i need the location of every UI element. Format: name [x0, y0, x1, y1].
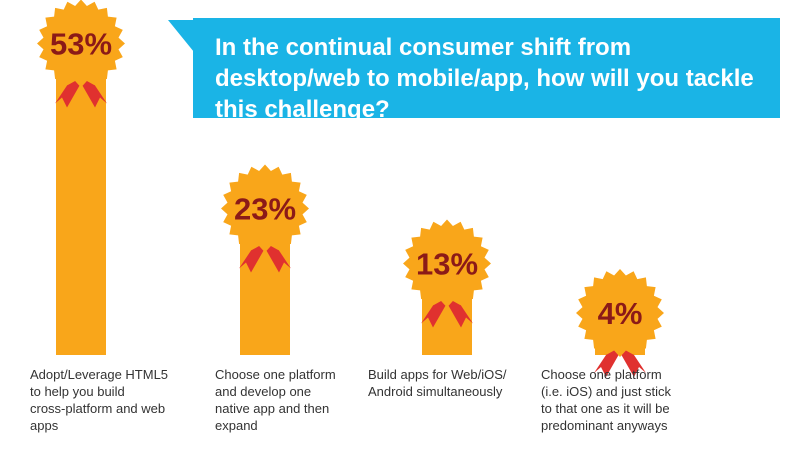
title-box: In the continual consumer shift from des… — [193, 18, 780, 123]
category-label-line: and develop one — [215, 384, 312, 399]
category-label-line: Adopt/Leverage HTML5 — [30, 367, 169, 382]
category-label-3: Build apps for Web/iOS/Android simultane… — [368, 366, 507, 400]
ribbon-right-2 — [263, 238, 291, 273]
badge-3 — [403, 219, 491, 308]
ribbon-left-3 — [421, 293, 449, 328]
bar-1 — [56, 63, 106, 355]
ribbon-left-2 — [239, 238, 267, 273]
badge-2 — [221, 164, 309, 253]
category-label-line: native app and then — [215, 401, 330, 416]
title-box-tail — [168, 20, 194, 52]
category-label-line: Build apps for Web/iOS/ — [368, 367, 507, 382]
category-label-line: predominant anyways — [541, 418, 668, 433]
category-label-line: Choose one platform — [215, 367, 336, 382]
badge-1 — [37, 0, 125, 88]
value-label-2: 23% — [234, 192, 296, 227]
category-label-line: to that one as it will be — [541, 401, 670, 416]
category-label-line: to help you build — [30, 384, 125, 399]
ribbon-left-1 — [55, 73, 83, 108]
bars-layer — [56, 63, 645, 355]
badge-4 — [576, 269, 664, 357]
value-label-4: 4% — [598, 296, 643, 331]
category-label-2: Choose one platform and develop one native… — [215, 366, 336, 434]
chart-title: In the continual consumer shift from des… — [215, 34, 754, 123]
category-label-line: apps — [30, 418, 59, 433]
category-label-1: Adopt/Leverage HTML5 to help you build cro… — [30, 366, 168, 434]
category-label-4: Choose one platform (i.e. iOS) and just s… — [541, 366, 671, 434]
ribbon-left-4 — [594, 343, 622, 377]
category-label-line: cross-platform and web — [30, 401, 166, 416]
badges-layer: 53% 23% 13% 4% — [37, 0, 664, 377]
ribbon-right-4 — [618, 343, 646, 377]
ribbon-right-3 — [445, 293, 473, 328]
category-label-line: Android simultaneously — [368, 384, 503, 399]
category-label-line: expand — [215, 418, 258, 433]
value-label-1: 53% — [50, 27, 112, 62]
value-label-3: 13% — [416, 247, 478, 282]
category-label-line: Choose one platform — [541, 367, 662, 382]
category-label-line: (i.e. iOS) and just stick — [541, 384, 672, 399]
ribbon-right-1 — [79, 73, 107, 108]
